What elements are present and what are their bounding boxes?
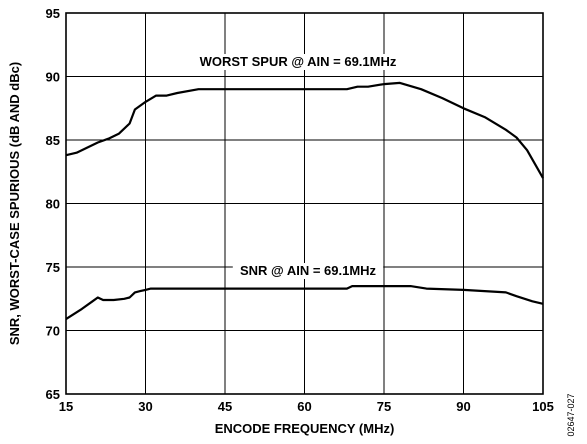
figure-code: 02647-027 — [566, 393, 576, 436]
annotation-background — [196, 54, 400, 70]
series-annotation: WORST SPUR @ AIN = 69.1MHz — [200, 54, 397, 69]
x-tick-label: 105 — [532, 399, 554, 414]
x-tick-label: 90 — [456, 399, 470, 414]
x-axis-label: ENCODE FREQUENCY (MHz) — [215, 421, 395, 436]
x-tick-label: 60 — [297, 399, 311, 414]
x-tick-label: 75 — [377, 399, 391, 414]
chart-series — [65, 81, 544, 321]
x-tick-label: 30 — [138, 399, 152, 414]
y-tick-label: 65 — [46, 387, 60, 402]
y-tick-label: 80 — [46, 197, 60, 212]
series-line — [65, 285, 544, 321]
x-tick-label: 15 — [59, 399, 73, 414]
y-tick-label: 85 — [46, 133, 60, 148]
x-tick-label: 45 — [218, 399, 232, 414]
y-axis-label: SNR, WORST-CASE SPURIOUS (dB AND dBc) — [7, 62, 22, 345]
annotations: WORST SPUR @ AIN = 69.1MHz SNR @ AIN = 69… — [196, 54, 400, 279]
y-tick-label: 95 — [46, 6, 60, 21]
tick-labels: 15 30 45 60 75 90 105 65 70 75 80 85 90 95 — [46, 6, 554, 414]
y-tick-label: 90 — [46, 70, 60, 85]
y-tick-label: 75 — [46, 260, 60, 275]
y-tick-label: 70 — [46, 324, 60, 339]
annotation-background — [232, 263, 384, 279]
series-line — [65, 81, 544, 179]
plot-frame — [65, 12, 544, 395]
series-annotation: SNR @ AIN = 69.1MHz — [240, 263, 377, 278]
